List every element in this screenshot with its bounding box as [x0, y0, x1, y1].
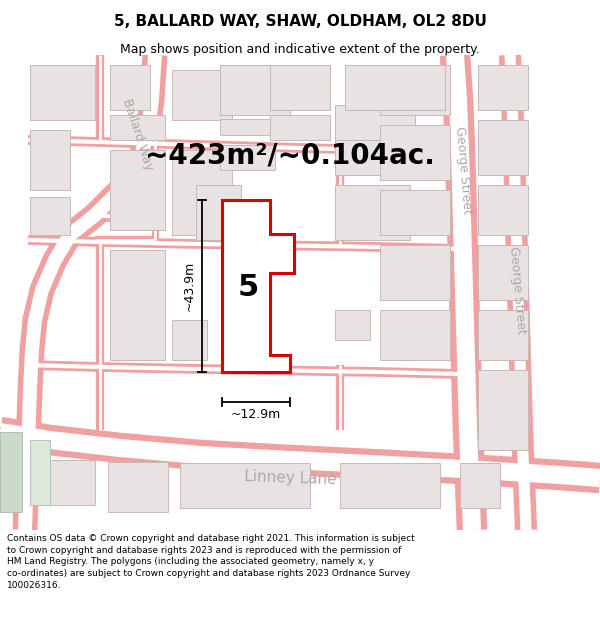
Bar	[172, 150, 232, 235]
Bar	[335, 105, 415, 140]
Bar	[30, 197, 70, 235]
Text: Map shows position and indicative extent of the property.: Map shows position and indicative extent…	[120, 43, 480, 56]
Bar	[380, 310, 450, 360]
Bar	[478, 120, 528, 175]
Bar	[380, 65, 450, 115]
Bar	[220, 119, 290, 135]
Text: Linney Lane: Linney Lane	[244, 469, 337, 487]
Bar	[172, 320, 207, 360]
Bar	[335, 310, 370, 340]
Text: ~423m²/~0.104ac.: ~423m²/~0.104ac.	[145, 141, 435, 169]
Bar	[30, 460, 95, 505]
Bar	[380, 245, 450, 300]
Bar	[335, 125, 415, 175]
Bar	[110, 65, 150, 110]
Text: Contains OS data © Crown copyright and database right 2021. This information is : Contains OS data © Crown copyright and d…	[7, 534, 415, 590]
Bar	[380, 125, 450, 180]
Polygon shape	[222, 200, 294, 372]
Text: George Street: George Street	[452, 126, 473, 214]
Bar	[220, 65, 290, 115]
Bar	[110, 150, 165, 230]
Bar	[380, 190, 450, 235]
Bar	[30, 130, 70, 190]
Bar	[478, 310, 528, 360]
Bar	[196, 185, 241, 240]
Bar	[270, 115, 330, 140]
Bar	[110, 250, 165, 360]
Bar	[340, 463, 440, 508]
Bar	[345, 65, 445, 110]
Bar	[270, 65, 330, 110]
Bar	[335, 185, 410, 240]
Bar	[172, 70, 232, 120]
Bar	[478, 65, 528, 110]
Bar	[478, 185, 528, 235]
Bar	[478, 245, 528, 300]
Bar	[30, 440, 50, 505]
Bar	[220, 145, 275, 170]
Bar	[110, 115, 165, 140]
Text: 5, BALLARD WAY, SHAW, OLDHAM, OL2 8DU: 5, BALLARD WAY, SHAW, OLDHAM, OL2 8DU	[113, 14, 487, 29]
Bar	[108, 462, 168, 512]
Bar	[478, 370, 528, 450]
Text: Ballard Way: Ballard Way	[120, 98, 156, 172]
Bar	[0, 432, 22, 512]
Bar	[180, 463, 310, 508]
Bar	[30, 65, 95, 120]
Bar	[460, 463, 500, 508]
Text: 5: 5	[238, 274, 259, 302]
Text: ~43.9m: ~43.9m	[182, 261, 196, 311]
Text: ~12.9m: ~12.9m	[231, 409, 281, 421]
Text: George Street: George Street	[506, 246, 527, 334]
